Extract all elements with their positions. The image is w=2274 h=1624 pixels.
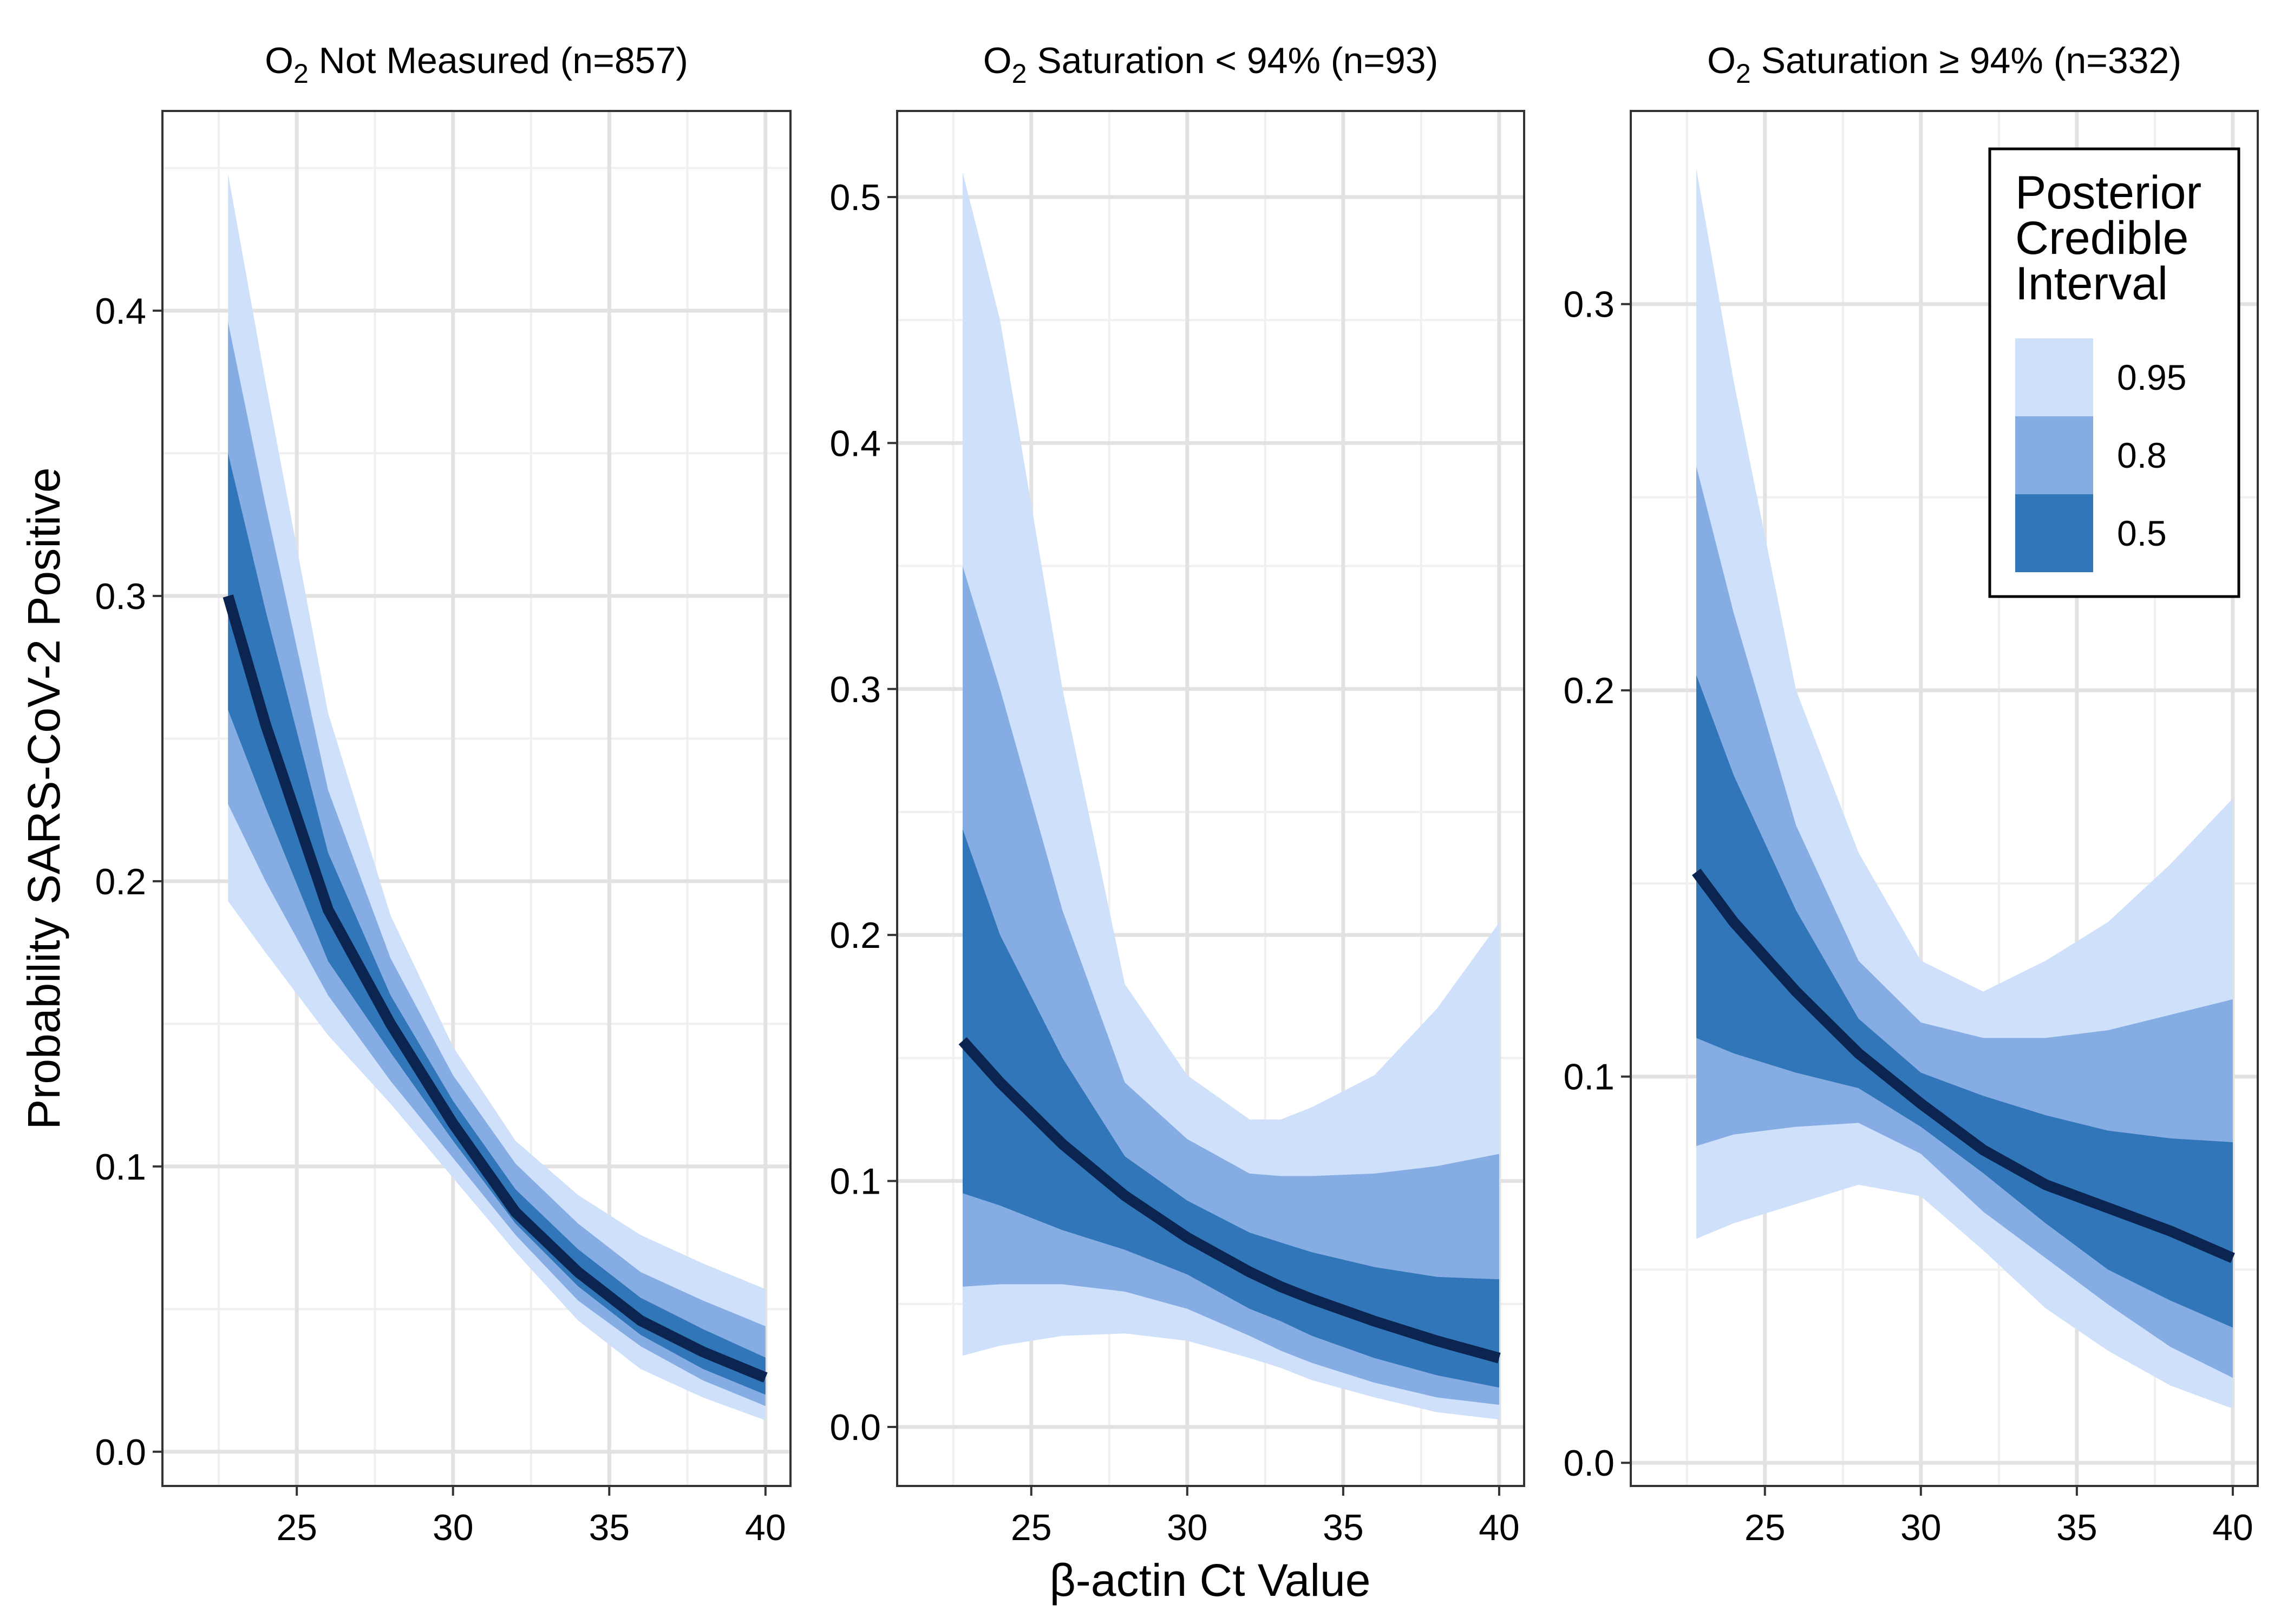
x-tick-label: 25 [1744,1507,1786,1548]
x-tick-label: 25 [276,1507,317,1548]
y-tick-label: 0.2 [1563,670,1615,711]
y-tick-label: 0.4 [95,291,146,332]
ci50-band [1696,675,2233,1328]
y-tick-label: 0.4 [829,423,881,464]
ci50-band [963,829,1499,1388]
panel-title: O2 Saturation ≥ 94% (n=332) [1707,40,2181,89]
x-tick-label: 35 [1323,1507,1364,1548]
y-tick-label: 0.2 [95,861,146,902]
panel-3: 25 30 35 40 0.0 0.1 0.2 0.3 O2 Saturation ≥ 94% … [1563,40,2259,1548]
y-tick-label: 0.2 [829,915,881,956]
legend-title-line: Interval [2015,258,2168,310]
legend-swatch [2015,416,2093,494]
x-tick-label: 40 [745,1507,786,1548]
y-tick-label: 0.3 [829,669,881,710]
y-tick-label: 0.1 [829,1161,881,1202]
legend-title-line: Posterior [2015,167,2201,219]
y-tick-label: 0.0 [829,1407,881,1448]
x-tick-label: 30 [1900,1507,1942,1548]
legend-title-line: Credible [2015,212,2188,264]
panel-title: O2 Not Measured (n=857) [265,40,688,89]
panel-border [161,110,792,1487]
x-tick-label: 40 [1479,1507,1520,1548]
x-tick-label: 35 [2056,1507,2097,1548]
x-tick-label: 30 [1167,1507,1208,1548]
panels-layer: 25 30 35 40 0.0 0.1 0.2 0.3 0.4 O2 Not Measured (… [95,40,2259,1548]
legend-swatch [2015,494,2093,572]
median-line [223,594,768,1383]
legend-label: 0.5 [2117,513,2167,553]
median-line [958,1037,1501,1364]
y-axis-title: Probability SARS-CoV-2 Positive [18,467,69,1129]
x-tick-label: 40 [2212,1507,2253,1548]
x-axis-title: β-actin Ct Value [1049,1555,1370,1606]
x-tick-label: 35 [589,1507,630,1548]
x-tick-label: 30 [433,1507,474,1548]
median-line [1691,868,2235,1263]
legend-swatch [2015,338,2093,416]
panel-1: 25 30 35 40 0.0 0.1 0.2 0.3 0.4 O2 Not Measured (… [95,40,792,1548]
y-tick-label: 0.1 [95,1147,146,1188]
x-tick-label: 25 [1011,1507,1052,1548]
y-tick-label: 0.0 [95,1432,146,1473]
panel-border [896,110,1525,1487]
panel-border [1630,110,2259,1487]
y-tick-label: 0.0 [1563,1443,1615,1484]
y-tick-label: 0.3 [1563,284,1615,325]
panel-2: 25 30 35 40 0.0 0.1 0.2 0.3 0.4 0.5 O2 Saturation … [829,40,1525,1548]
y-tick-label: 0.1 [1563,1057,1615,1098]
panel-title: O2 Saturation < 94% (n=93) [983,40,1439,89]
legend-label: 0.8 [2117,435,2167,475]
y-tick-label: 0.3 [95,576,146,617]
y-tick-label: 0.5 [829,177,881,218]
legend-label: 0.95 [2117,357,2186,397]
